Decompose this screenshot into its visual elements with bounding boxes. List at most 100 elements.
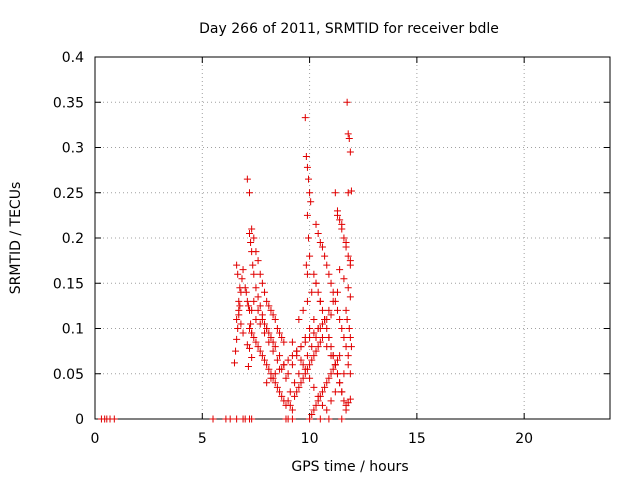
data-point [233,335,241,343]
data-points [97,98,355,423]
data-point [323,261,331,269]
data-point [325,334,333,342]
data-point [243,297,251,305]
data-point [254,343,262,351]
data-point [301,365,309,373]
data-point [295,370,303,378]
data-point [247,320,255,328]
data-point [246,229,253,237]
axis-ticks: 0 0.05 0.1 0.15 0.2 0.25 0.3 0.35 0.4 0 5 10 15 20 [53,50,610,447]
y-tick-label: 0.4 [62,50,84,66]
data-point [110,415,118,423]
data-point [299,361,307,369]
y-tick-label: 0.1 [62,322,84,338]
data-point [306,374,314,382]
y-tick-label: 0.25 [53,186,84,202]
data-point [280,338,288,346]
data-point [303,270,311,278]
data-point [305,234,313,242]
data-point [242,288,250,296]
data-point [306,189,314,197]
data-point [336,379,344,387]
data-point [338,325,346,332]
data-point [310,329,318,337]
data-point [284,356,292,364]
data-point [344,189,352,197]
data-point [314,229,322,237]
data-point [327,311,335,319]
data-point [297,343,305,351]
x-tick-label: 20 [515,431,533,447]
data-point [258,279,266,287]
data-point [243,341,251,349]
data-point [318,401,326,409]
data-point [293,347,301,355]
y-tick-label: 0.05 [53,367,84,383]
data-point [278,392,286,400]
data-point [323,325,331,332]
data-point [327,343,335,351]
data-point [331,388,339,396]
data-point [295,383,303,391]
data-point [346,257,354,265]
data-point [308,356,316,364]
data-point [344,352,352,360]
data-point [316,297,324,305]
data-point [301,114,309,122]
data-point [325,270,333,278]
data-point [346,370,354,378]
data-point [261,356,269,364]
data-point [235,306,243,314]
data-point [237,320,245,328]
data-point [244,302,252,310]
data-point [282,374,290,382]
data-point [344,252,352,260]
y-tick-label: 0.15 [53,276,84,292]
data-point [338,415,346,423]
data-point [345,134,353,142]
data-point [323,315,331,323]
data-point [310,352,318,360]
data-point [226,415,234,423]
data-point [342,239,350,247]
data-point [321,252,329,260]
data-point [250,297,258,305]
data-point [329,288,337,296]
data-point [318,334,326,342]
data-point [312,279,320,287]
data-point [246,189,253,197]
data-point [336,266,344,274]
data-point [297,356,305,364]
data-point [271,315,279,323]
data-point [302,261,310,269]
data-point [244,363,252,371]
data-point [238,275,246,283]
data-point [318,306,326,314]
data-point [263,297,271,305]
x-axis-label: GPS time / hours [291,459,408,475]
data-point [248,415,256,423]
data-point [248,329,256,337]
data-point [284,370,292,378]
data-point [310,270,318,278]
data-point [246,306,253,314]
data-point [306,325,314,332]
y-axis-label: SRMTID / TECUs [8,182,24,295]
data-point [312,220,320,228]
data-point [325,415,333,423]
data-point [310,406,318,414]
data-point [331,189,339,197]
y-tick-label: 0.35 [53,95,84,111]
data-point [333,370,341,378]
data-point [230,359,238,367]
data-point [278,334,286,342]
data-point [331,297,339,305]
data-point [288,406,296,414]
data-point [310,383,318,391]
data-point [269,311,277,319]
data-point [297,379,305,387]
data-point [303,352,311,360]
data-point [323,379,331,387]
data-point [252,315,260,323]
data-point [314,397,322,405]
